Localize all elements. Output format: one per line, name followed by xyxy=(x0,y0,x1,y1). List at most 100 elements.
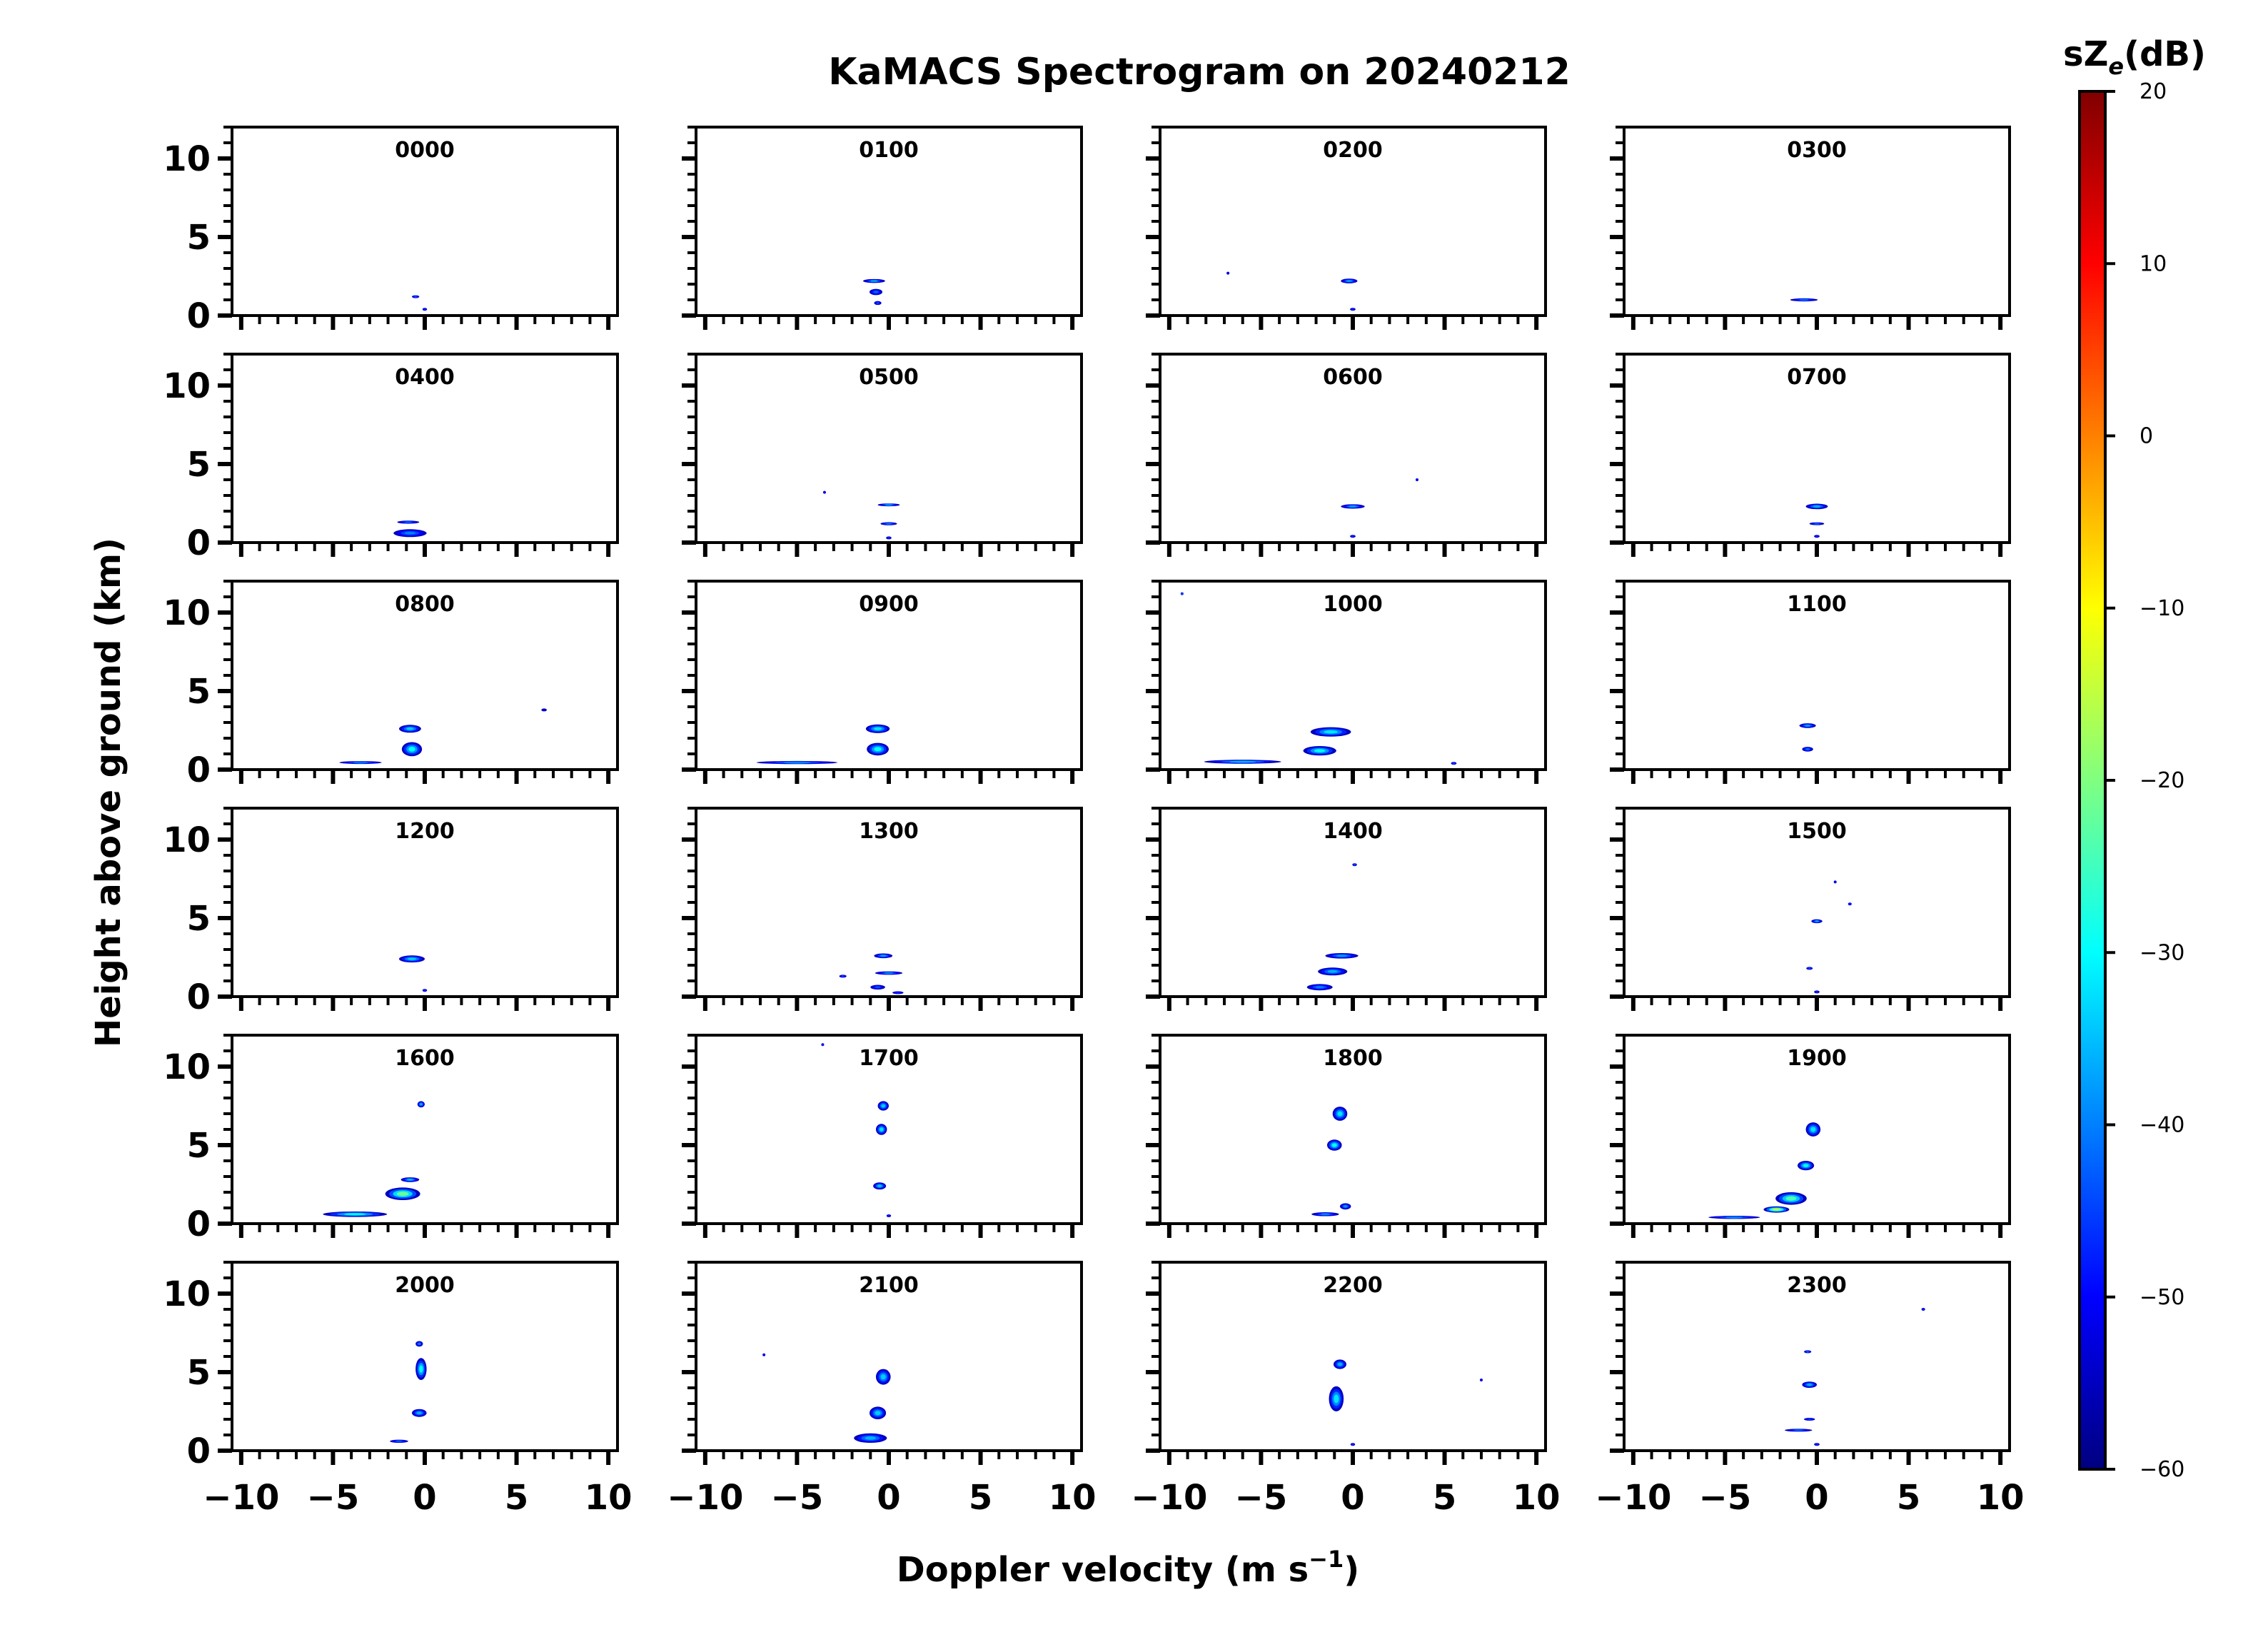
x-ticks xyxy=(238,1451,611,1465)
spectral-echo xyxy=(1809,522,1825,525)
spectral-echo xyxy=(1303,746,1336,756)
spectral-echo xyxy=(1204,760,1281,764)
spectral-echoes xyxy=(1805,503,1828,538)
spectral-echoes xyxy=(1790,298,1818,302)
colorbar-tick-label: −40 xyxy=(2140,1113,2184,1138)
panel-background xyxy=(1160,354,1546,543)
echo-contour xyxy=(873,291,879,293)
echo-contour xyxy=(1351,1443,1354,1446)
y-tick-label: 10 xyxy=(163,593,211,633)
spectral-echo xyxy=(422,308,428,311)
panel-1800: 1800 xyxy=(1146,1034,1547,1238)
echo-contour xyxy=(1354,863,1356,866)
x-tick-label: −10 xyxy=(1131,1478,1207,1518)
echo-contour xyxy=(1349,505,1357,508)
x-tick-label: 0 xyxy=(1805,1478,1828,1518)
spectral-echo xyxy=(886,1214,892,1217)
panel-background xyxy=(232,127,618,316)
echo-contour xyxy=(874,747,882,752)
x-ticks xyxy=(1166,316,1539,330)
echo-contour xyxy=(1793,1429,1803,1431)
spectral-echo xyxy=(1180,592,1184,595)
x-ticks xyxy=(1631,1451,2003,1465)
panel-2100: 2100 −10 −5 0 5 10 xyxy=(667,1261,1097,1518)
spectral-echo xyxy=(422,989,428,992)
y-ticks xyxy=(682,1261,696,1453)
echo-contour xyxy=(1785,1196,1797,1201)
x-axis-label-close: ) xyxy=(1344,1550,1359,1590)
spectral-echo xyxy=(1798,1161,1815,1171)
y-tick-label: 5 xyxy=(187,218,211,258)
echo-contour xyxy=(1799,298,1809,301)
y-tick-label: 0 xyxy=(187,1431,211,1471)
x-ticks xyxy=(1166,997,1539,1011)
panel-1500: 1500 xyxy=(1610,807,2011,1011)
colorbar-gradient xyxy=(2078,90,2107,1471)
spectral-echo xyxy=(1804,1418,1815,1421)
echo-contour xyxy=(1226,272,1229,275)
spectral-echoes xyxy=(762,1353,891,1443)
panel-background xyxy=(1624,808,2010,997)
x-ticks xyxy=(1631,1224,2003,1238)
echo-contour xyxy=(1814,523,1820,525)
panel-time-label: 2000 xyxy=(395,1273,455,1298)
x-tick-label: 0 xyxy=(413,1478,436,1518)
echo-contour xyxy=(875,986,881,989)
y-tick-label: 10 xyxy=(163,139,211,179)
panel-background xyxy=(1160,581,1546,770)
x-tick-label: 5 xyxy=(505,1478,528,1518)
panel-0900: 0900 xyxy=(682,580,1083,784)
spectral-echo xyxy=(1318,967,1348,976)
spectral-echo xyxy=(400,1177,420,1182)
panel-0700: 0700 xyxy=(1610,353,2011,557)
spectral-echoes xyxy=(863,278,885,306)
panel-background xyxy=(696,354,1082,543)
spectral-echo xyxy=(1350,535,1356,538)
spectral-echo xyxy=(393,529,427,538)
echo-contour xyxy=(896,992,900,994)
echo-contour xyxy=(1327,969,1338,973)
echo-contour xyxy=(880,1127,884,1132)
spectral-echo xyxy=(399,955,425,963)
echo-contour xyxy=(407,957,417,960)
y-ticks xyxy=(1146,1261,1160,1453)
panel-time-label: 0500 xyxy=(859,365,919,390)
spectral-echo xyxy=(1334,1359,1346,1369)
echo-contour xyxy=(408,747,415,752)
panel-1300: 1300 xyxy=(682,807,1083,1011)
spectral-echo xyxy=(762,1353,766,1356)
x-ticks xyxy=(238,543,611,557)
panel-1700: 1700 xyxy=(682,1034,1083,1238)
echo-contour xyxy=(1351,308,1354,311)
spectral-echo xyxy=(385,1187,420,1200)
panel-background xyxy=(1160,1035,1546,1224)
panel-1000: 1000 xyxy=(1146,580,1547,784)
panel-time-label: 0400 xyxy=(395,365,455,390)
echo-contour xyxy=(1315,986,1324,989)
panel-0300: 0300 xyxy=(1610,126,2011,330)
panel-time-label: 0900 xyxy=(859,592,919,617)
echo-contour xyxy=(1815,535,1818,538)
spectral-echo xyxy=(323,1211,388,1217)
x-tick-label: 5 xyxy=(969,1478,992,1518)
y-tick-label: 10 xyxy=(163,820,211,860)
spectral-echo xyxy=(1480,1379,1483,1381)
echo-contour xyxy=(1331,1143,1337,1147)
echo-contour xyxy=(887,536,890,539)
spectral-echo xyxy=(877,1101,889,1111)
spectral-echoes xyxy=(823,490,900,540)
spectral-echo xyxy=(867,742,889,756)
echo-contour xyxy=(1807,1384,1813,1386)
colorbar-label-unit: (dB) xyxy=(2124,34,2206,74)
panel-time-label: 0800 xyxy=(395,592,455,617)
y-ticks xyxy=(1146,126,1160,318)
x-ticks xyxy=(1166,1224,1539,1238)
spectral-echo xyxy=(1306,984,1333,991)
panel-background xyxy=(1624,581,2010,770)
spectral-echo xyxy=(1790,298,1818,302)
spectral-echo xyxy=(886,536,892,540)
x-ticks xyxy=(1166,770,1539,784)
colorbar-tick-label: −30 xyxy=(2140,940,2184,965)
y-tick-label: 0 xyxy=(187,977,211,1017)
